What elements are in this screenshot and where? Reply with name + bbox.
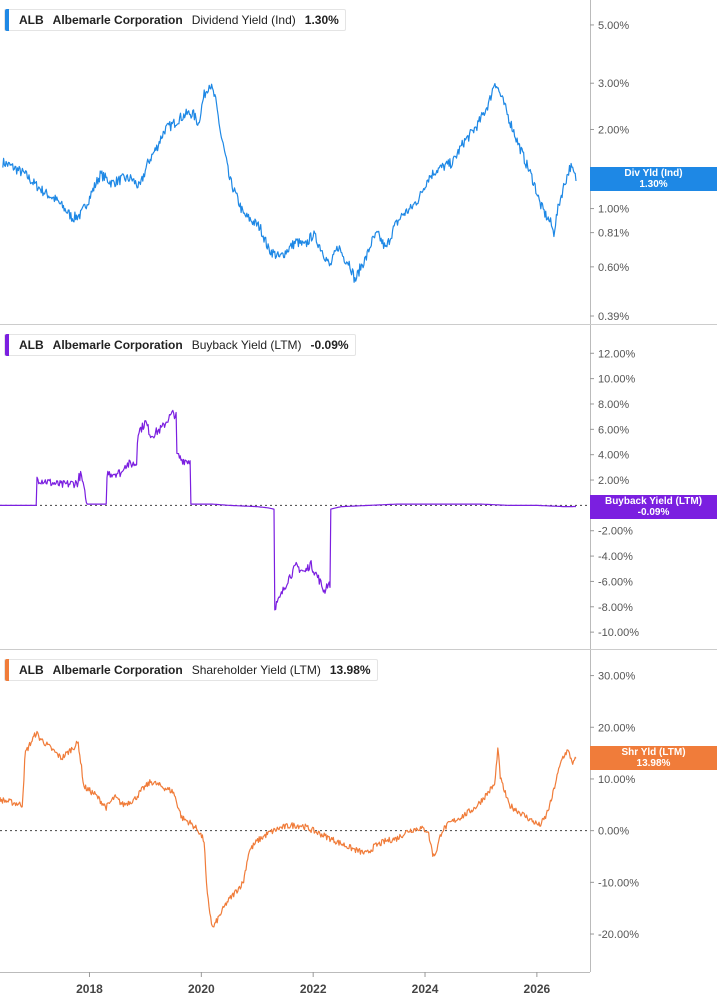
tag-value: 13.98%	[636, 758, 671, 770]
y-tick-label: 30.00%	[598, 671, 636, 683]
current-value-tag-buyback: Buyback Yield (LTM) -0.09%	[590, 494, 717, 519]
tag-label: Shr Yld (LTM)	[621, 747, 686, 759]
y-tick-label: -10.00%	[598, 627, 639, 639]
legend-ticker: ALB	[19, 338, 44, 352]
y-tick-label: 0.81%	[598, 228, 629, 240]
legend-metric: Buyback Yield (LTM)	[191, 338, 302, 352]
y-tick-label: -8.00%	[598, 602, 633, 614]
legend-shareholder-yield: ALB Albemarle Corporation Shareholder Yi…	[4, 659, 378, 681]
legend-value: -0.09%	[310, 338, 349, 352]
x-tick-label: 2024	[412, 982, 439, 996]
x-axis-layer: 2018 2020 2022 2024 2026	[76, 972, 551, 996]
y-tick-label: 4.00%	[598, 450, 629, 462]
legend-color-swatch	[5, 659, 9, 681]
legend-buyback-yield: ALB Albemarle Corporation Buyback Yield …	[4, 334, 356, 356]
legend-value: 13.98%	[329, 663, 371, 677]
legend-color-swatch	[5, 334, 9, 356]
legend-company: Albemarle Corporation	[52, 13, 183, 27]
y-tick-label: 5.00%	[598, 20, 629, 32]
y-tick-label: -6.00%	[598, 576, 633, 588]
y-tick-label: 0.39%	[598, 311, 629, 323]
tag-label: Div Yld (Ind)	[624, 167, 683, 179]
y-tick-label: 2.00%	[598, 475, 629, 487]
y-tick-label: -4.00%	[598, 551, 633, 563]
legend-ticker: ALB	[19, 663, 44, 677]
current-value-tag-dividend: Div Yld (Ind) 1.30%	[590, 166, 717, 191]
y-tick-label: -10.00%	[598, 877, 639, 889]
y-tick-label: -2.00%	[598, 526, 633, 538]
legend-ticker: ALB	[19, 13, 44, 27]
series-line-buyback	[0, 409, 576, 611]
y-tick-label: 12.00%	[598, 348, 636, 360]
y-tick-label: 10.00%	[598, 374, 636, 386]
y-axis-layer: 5.00% 3.00% 2.00% 1.00% 0.81% 0.60% 0.39% 12.00…	[590, 20, 639, 941]
series-line-shareholder	[0, 730, 577, 928]
y-tick-label: 20.00%	[598, 722, 636, 734]
separators	[0, 0, 717, 973]
y-tick-label: 6.00%	[598, 424, 629, 436]
tag-value: -0.09%	[637, 506, 670, 518]
y-tick-label: 3.00%	[598, 78, 629, 90]
y-tick-label: 10.00%	[598, 774, 636, 786]
legend-value: 1.30%	[304, 13, 339, 27]
y-tick-label: 0.00%	[598, 826, 629, 838]
y-tick-label: 1.00%	[598, 204, 629, 216]
x-tick-label: 2026	[524, 982, 551, 996]
y-tick-label: -20.00%	[598, 929, 639, 941]
y-tick-label: 8.00%	[598, 399, 629, 411]
legend-metric: Shareholder Yield (LTM)	[191, 663, 321, 677]
x-tick-label: 2022	[300, 982, 327, 996]
legend-metric: Dividend Yield (Ind)	[191, 13, 296, 27]
series-layer	[0, 83, 577, 928]
x-tick-label: 2020	[188, 982, 215, 996]
current-value-tag-shareholder: Shr Yld (LTM) 13.98%	[590, 746, 717, 771]
series-line-dividend	[2, 83, 577, 283]
y-tick-label: 2.00%	[598, 124, 629, 136]
tag-value: 1.30%	[639, 178, 668, 190]
y-tick-label: 0.60%	[598, 262, 629, 274]
tag-label: Buyback Yield (LTM)	[604, 495, 703, 507]
legend-color-swatch	[5, 9, 9, 31]
x-tick-label: 2018	[76, 982, 103, 996]
legend-company: Albemarle Corporation	[52, 338, 183, 352]
legend-company: Albemarle Corporation	[52, 663, 183, 677]
legend-dividend-yield: ALB Albemarle Corporation Dividend Yield…	[4, 9, 346, 31]
